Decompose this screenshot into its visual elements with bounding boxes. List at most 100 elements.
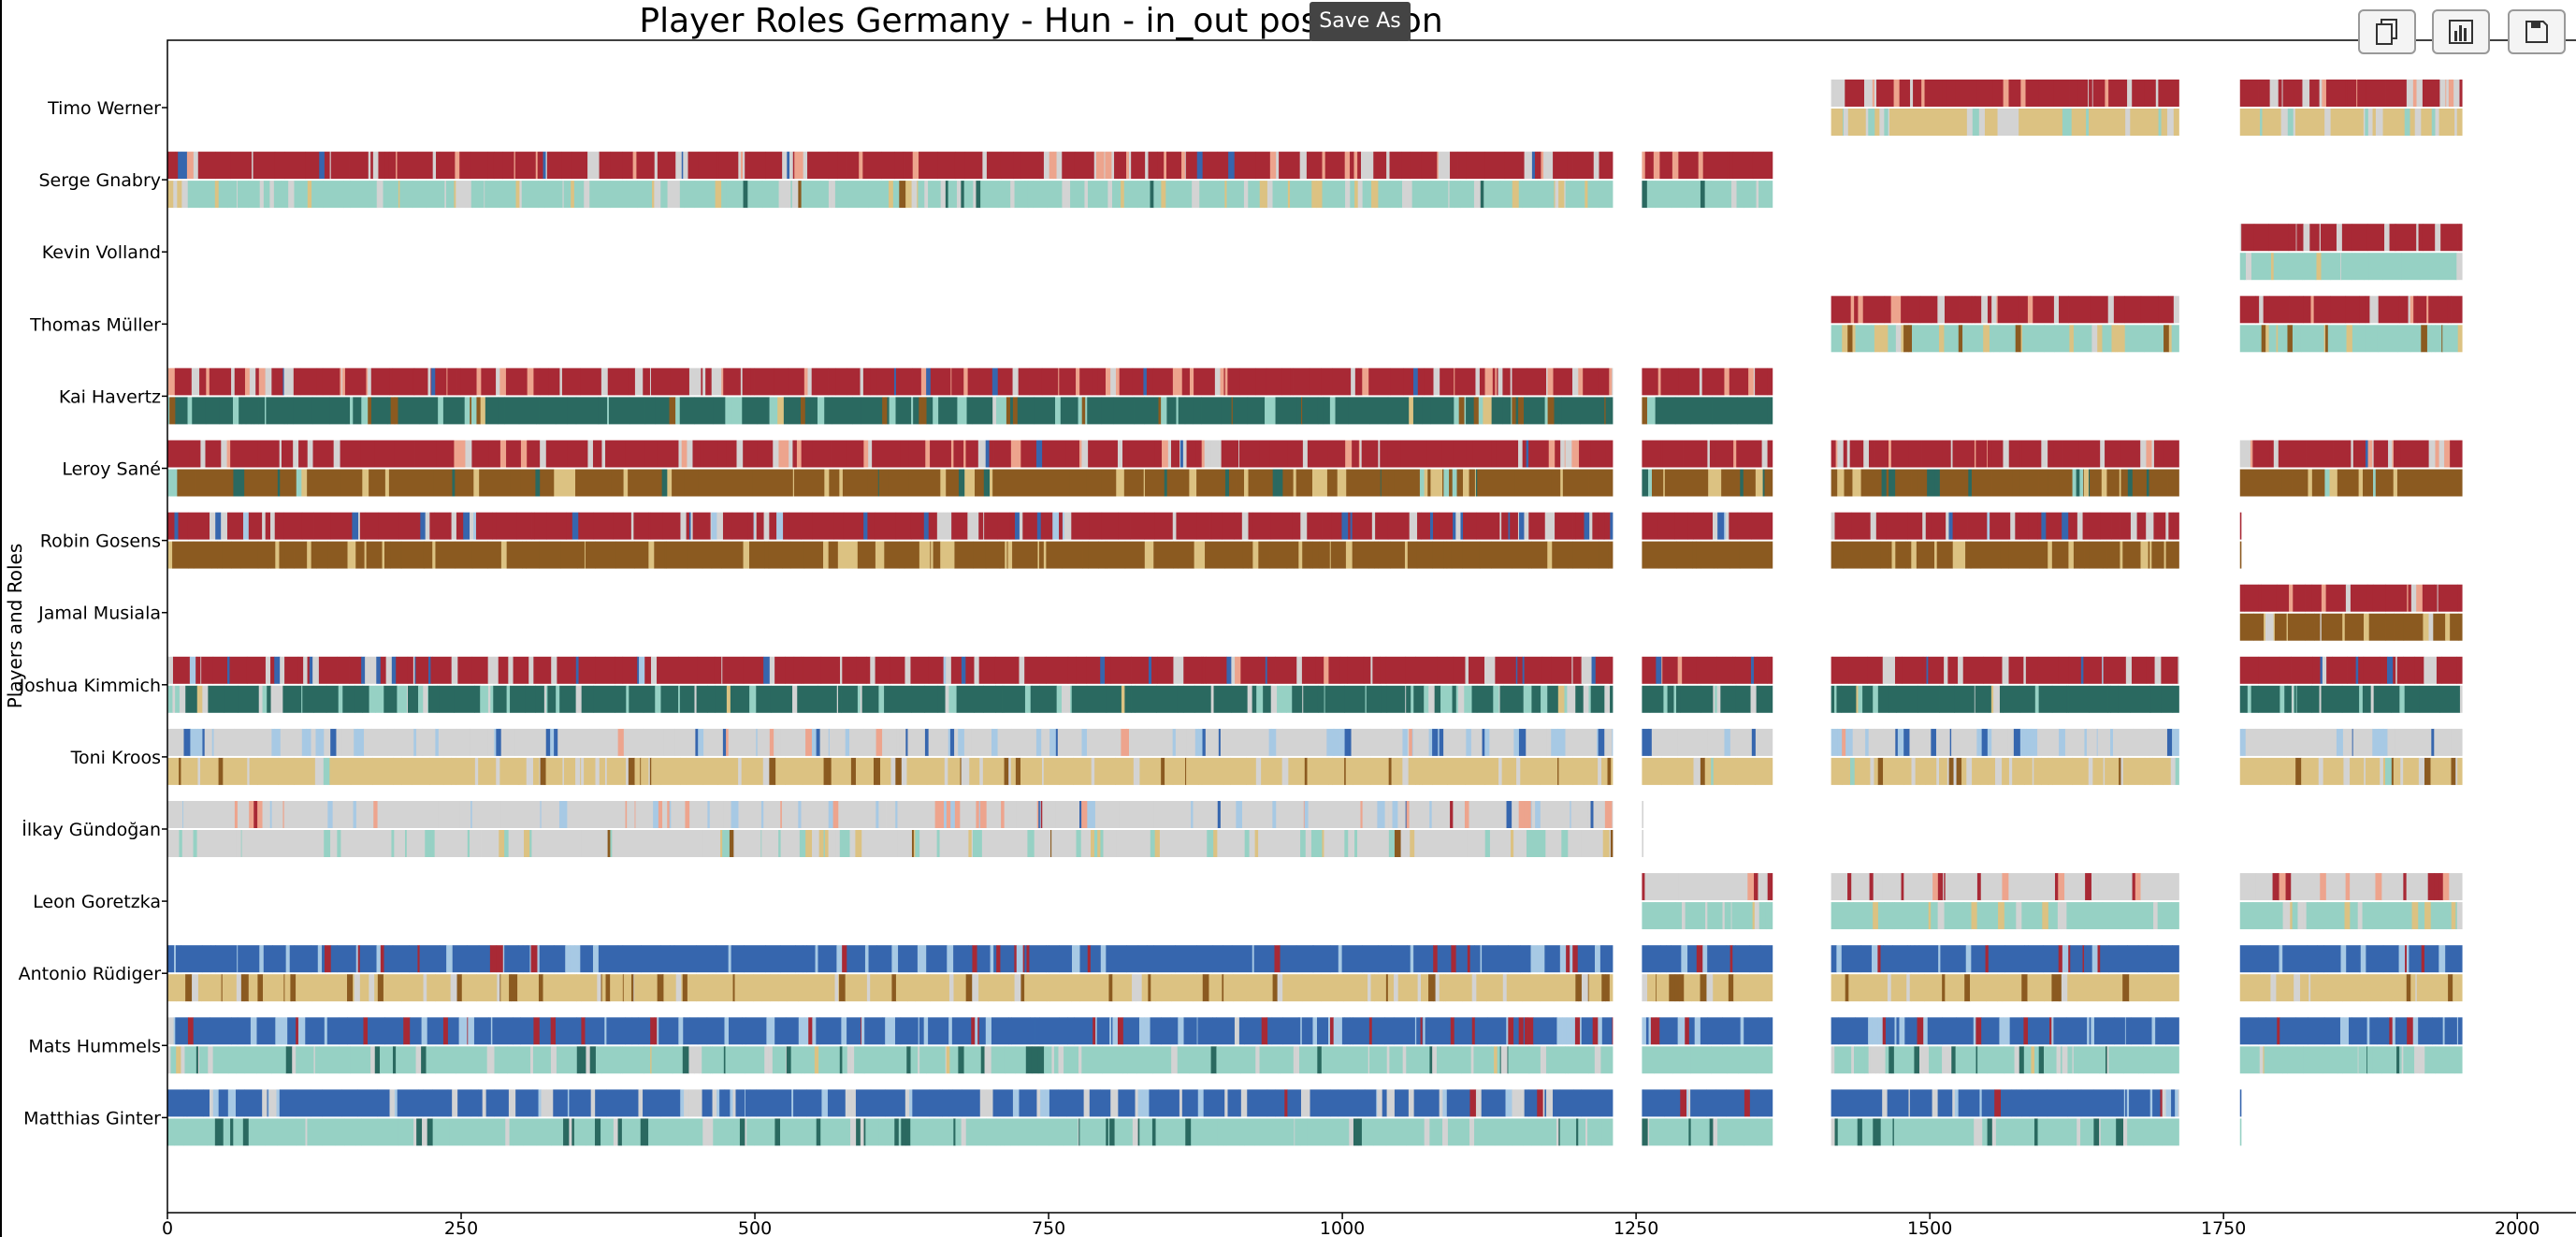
out-possession-block xyxy=(2164,325,2170,353)
out-possession-block xyxy=(1642,469,1647,497)
in-possession-block xyxy=(947,945,954,973)
out-possession-block xyxy=(2287,1046,2304,1074)
in-possession-block xyxy=(2100,512,2112,540)
in-possession-block xyxy=(215,152,231,180)
out-possession-block xyxy=(2382,109,2406,136)
out-possession-block xyxy=(2176,541,2179,569)
in-possession-block xyxy=(262,801,271,828)
in-possession-block xyxy=(2150,873,2168,901)
in-possession-block xyxy=(1551,728,1558,756)
out-possession-block xyxy=(259,181,265,209)
out-possession-block xyxy=(1540,757,1558,785)
in-possession-block xyxy=(1097,368,1107,396)
out-possession-block xyxy=(569,1046,578,1074)
out-possession-block xyxy=(2346,325,2353,353)
in-possession-block xyxy=(1935,728,1951,756)
out-possession-block xyxy=(1199,181,1221,209)
out-possession-block xyxy=(792,469,795,497)
in-possession-block xyxy=(487,152,495,180)
in-possession-block xyxy=(1578,368,1584,396)
in-possession-block xyxy=(302,801,315,828)
in-possession-block xyxy=(2105,80,2109,107)
out-possession-block xyxy=(296,469,302,497)
in-possession-block xyxy=(256,1017,276,1045)
in-possession-block xyxy=(2239,728,2243,756)
out-possession-block xyxy=(1124,685,1132,713)
out-possession-block xyxy=(828,181,832,209)
out-possession-block xyxy=(798,181,803,209)
out-possession-block xyxy=(817,397,824,425)
in-possession-block xyxy=(947,512,952,540)
in-possession-block xyxy=(608,801,612,828)
out-possession-block xyxy=(329,757,352,785)
out-possession-block xyxy=(2081,757,2087,785)
out-possession-block xyxy=(2076,469,2080,497)
in-possession-block xyxy=(537,152,543,180)
out-possession-block xyxy=(989,1046,992,1074)
out-possession-block xyxy=(1565,1046,1569,1074)
in-possession-block xyxy=(394,1089,398,1117)
in-possession-block xyxy=(1234,801,1237,828)
in-possession-block xyxy=(1026,728,1037,756)
in-possession-block xyxy=(1472,440,1493,468)
out-possession-block xyxy=(961,181,965,209)
in-possession-block xyxy=(622,152,633,180)
out-possession-block xyxy=(948,974,954,1002)
out-possession-block xyxy=(931,541,933,569)
out-possession-block xyxy=(1402,757,1410,785)
out-possession-block xyxy=(1087,397,1103,425)
in-possession-block xyxy=(2120,440,2141,468)
in-possession-block xyxy=(514,728,527,756)
in-possession-block xyxy=(539,945,555,973)
out-possession-block xyxy=(1520,757,1541,785)
out-possession-block xyxy=(1686,181,1701,209)
in-possession-block xyxy=(650,368,672,396)
out-possession-block xyxy=(2048,757,2053,785)
out-possession-block xyxy=(1545,1046,1549,1074)
in-possession-block xyxy=(2307,80,2310,107)
in-possession-block xyxy=(1956,1017,1975,1045)
out-possession-block xyxy=(1091,830,1095,857)
out-possession-block xyxy=(1281,757,1283,785)
in-possession-block xyxy=(2064,873,2086,901)
in-possession-block xyxy=(2050,296,2055,324)
in-possession-block xyxy=(312,440,335,468)
in-possession-block xyxy=(1884,296,1892,324)
in-possession-block xyxy=(249,368,255,396)
in-possession-block xyxy=(2008,80,2021,107)
out-possession-block xyxy=(265,1118,278,1146)
in-possession-block xyxy=(1944,873,1946,901)
out-possession-block xyxy=(757,397,770,425)
in-possession-block xyxy=(2074,512,2078,540)
in-possession-block xyxy=(1895,296,1902,324)
out-possession-block xyxy=(535,685,545,713)
in-possession-block xyxy=(465,440,472,468)
out-possession-block xyxy=(239,830,242,857)
out-possession-block xyxy=(1874,685,1879,713)
out-possession-block xyxy=(2117,325,2122,353)
out-possession-block xyxy=(2287,253,2303,281)
in-possession-block xyxy=(743,440,758,468)
in-possession-block xyxy=(1677,728,1699,756)
in-possession-block xyxy=(1475,1089,1478,1117)
in-possession-block xyxy=(1889,440,1892,468)
in-possession-block xyxy=(1706,873,1729,901)
out-possession-block xyxy=(2267,613,2275,641)
in-possession-block xyxy=(745,152,751,180)
out-possession-block xyxy=(197,757,201,785)
out-possession-block xyxy=(1252,541,1259,569)
in-possession-block xyxy=(893,368,897,396)
in-possession-block xyxy=(978,801,981,828)
in-possession-block xyxy=(1918,945,1939,973)
in-possession-block xyxy=(1010,440,1018,468)
in-possession-block xyxy=(2444,1017,2450,1045)
in-possession-block xyxy=(199,801,221,828)
out-possession-block xyxy=(1107,541,1126,569)
in-possession-block xyxy=(1591,656,1597,684)
in-possession-block xyxy=(490,1017,493,1045)
in-possession-block xyxy=(301,728,307,756)
in-possession-block xyxy=(796,1089,807,1117)
in-possession-block xyxy=(803,1017,809,1045)
out-possession-block xyxy=(187,397,193,425)
out-possession-block xyxy=(755,685,757,713)
